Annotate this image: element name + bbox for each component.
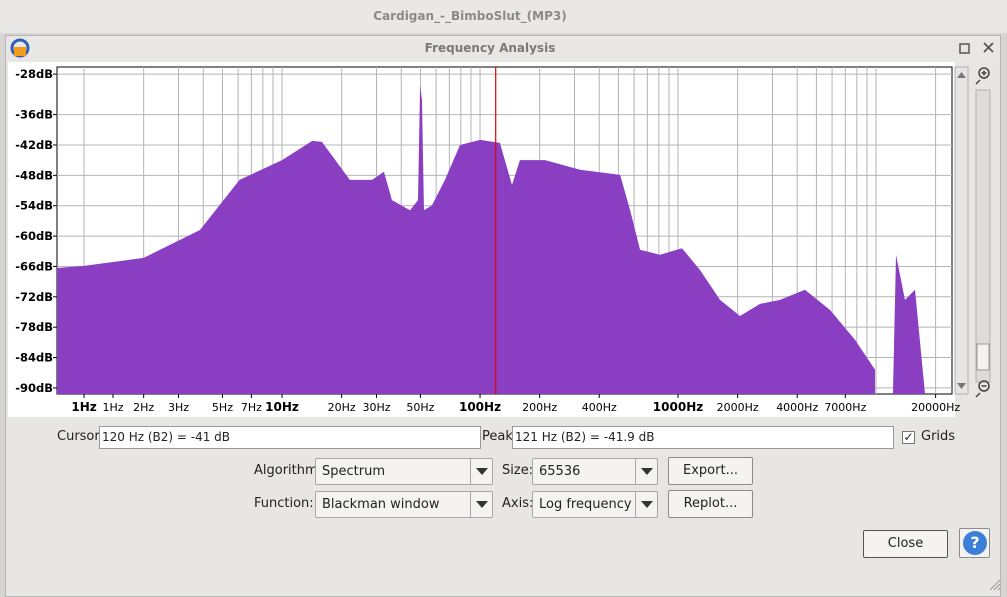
axis-value: Log frequency [539,497,632,512]
algorithm-dropdown[interactable]: Spectrum [315,458,493,485]
function-value: Blackman window [322,497,440,512]
y-tick-label: -54dB [15,199,53,213]
x-tick-label: 7000Hz [824,401,866,414]
zoom-slider[interactable] [975,89,991,383]
x-tick-label: 2Hz [133,401,154,414]
zoom-out[interactable] [975,380,990,398]
x-tick-label: 400Hz [582,401,617,414]
plot: -28dB -36dB -42dB -48dB -54dB -60dB -66dB -72dB… [15,67,960,414]
axis-dropdown[interactable]: Log frequency [532,491,658,518]
y-tick-label: -78dB [15,320,53,334]
function-label: Function: [254,496,314,511]
help-button[interactable]: ? [959,528,990,558]
close-button[interactable]: Close [863,530,948,558]
help-icon: ? [963,531,987,555]
grids-label[interactable]: Grids [921,429,956,444]
x-tick-label: 1000Hz [653,400,703,414]
zoom-thumb[interactable] [976,343,990,371]
maximize-button[interactable] [959,43,970,54]
x-tick-label: 200Hz [522,401,557,414]
x-tick-label: 50Hz [406,401,434,414]
x-tick-label: 4000Hz [776,401,818,414]
window-titlebar: Cardigan_-_BimboSlut_(MP3) [0,0,1007,33]
cursor-field[interactable]: 120 Hz (B2) = -41 dB [99,426,481,449]
x-tick-label: 2000Hz [717,401,759,414]
x-tick-label: 20000Hz [911,401,960,414]
y-tick-label: -42dB [15,138,53,152]
peak-field[interactable]: 121 Hz (B2) = -41.9 dB [512,426,894,449]
zoom-in[interactable] [975,67,990,85]
close-icon[interactable] [983,42,994,53]
x-tick-label: 3Hz [168,401,189,414]
algorithm-label: Algorithm: [254,463,323,478]
size-value: 65536 [539,464,581,479]
peak-label: Peak: [482,429,518,444]
y-tick-label: -60dB [15,229,53,243]
replot-button[interactable]: Replot... [668,490,753,518]
cursor-label: Cursor: [57,429,104,444]
dialog-titlebar: Frequency Analysis [6,36,1000,61]
x-tick-label: 1Hz [102,401,123,414]
x-tick-label: 20Hz [328,401,356,414]
algorithm-value: Spectrum [322,464,385,479]
x-tick-label: 5Hz [212,401,233,414]
scrollbar[interactable] [954,66,969,395]
y-tick-label: -72dB [15,290,53,304]
dialog-title: Frequency Analysis [424,41,556,55]
app-icon [10,38,30,58]
x-tick-label: 30Hz [362,401,390,414]
x-tick-label: 100Hz [459,400,501,414]
resize-grip[interactable] [989,579,1001,591]
spectrum-area [57,85,876,395]
size-dropdown[interactable]: 65536 [532,458,658,485]
y-tick-label: -90dB [15,381,53,395]
export-button[interactable]: Export... [668,457,753,485]
axis-label: Axis: [502,496,534,511]
y-tick-label: -84dB [15,351,53,365]
x-tick-label: 7Hz [241,401,262,414]
size-label: Size: [502,463,534,478]
y-tick-label: -36dB [15,108,53,122]
y-tick-label: -28dB [15,67,53,81]
y-tick-label: -48dB [15,168,53,182]
function-dropdown[interactable]: Blackman window [315,491,493,518]
window-title: Cardigan_-_BimboSlut_(MP3) [373,9,567,23]
grids-checkbox[interactable]: ✓ [902,430,915,444]
x-tick-label: 10Hz [265,400,299,414]
spectrum-area [893,254,925,394]
y-tick-label: -66dB [15,259,53,273]
x-tick-label: 1Hz [71,400,96,414]
